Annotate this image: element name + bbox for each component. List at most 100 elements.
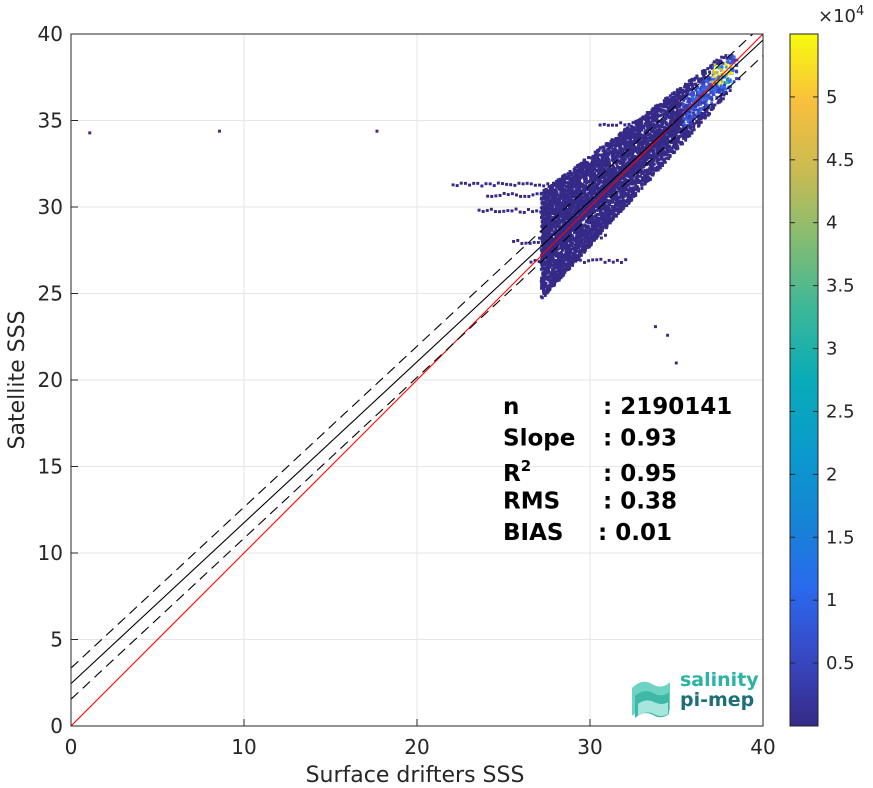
heatmap-cell — [721, 61, 725, 65]
heatmap-cell — [602, 216, 606, 220]
heatmap-cell — [660, 125, 664, 129]
heatmap-cell — [665, 131, 669, 135]
heatmap-cell — [671, 130, 674, 134]
heatmap-cell — [610, 187, 614, 191]
heatmap-cell — [584, 184, 588, 188]
heatmap-cell — [625, 188, 629, 192]
heatmap-cell — [601, 168, 605, 171]
heatmap-cell — [615, 209, 619, 213]
heatmap-cell — [603, 206, 606, 210]
heatmap-cell — [717, 59, 721, 63]
heatmap-cell — [542, 206, 546, 210]
heatmap-cell — [548, 285, 552, 289]
heatmap-cell — [597, 177, 601, 181]
heatmap-cell — [669, 112, 673, 116]
heatmap-cell — [540, 213, 544, 217]
heatmap-cell — [577, 201, 581, 204]
heatmap-cell — [551, 283, 555, 287]
heatmap-cell — [602, 190, 606, 194]
heatmap-cell — [622, 130, 626, 134]
heatmap-cell — [612, 157, 616, 161]
heatmap-cell — [622, 189, 626, 193]
heatmap-cell — [630, 158, 634, 162]
heatmap-cell — [647, 153, 651, 157]
heatmap-cell — [567, 231, 571, 235]
heatmap-cell — [554, 275, 558, 278]
heatmap-cell — [688, 118, 692, 122]
heatmap-cell — [699, 78, 703, 82]
heatmap-cell — [541, 284, 545, 288]
heatmap-cell — [620, 153, 623, 157]
heatmap-cell — [591, 218, 595, 222]
heatmap-cell — [559, 214, 563, 217]
heatmap-cell — [565, 207, 569, 211]
heatmap-cell — [546, 287, 550, 291]
heatmap-cell — [544, 254, 548, 258]
heatmap-cell — [691, 107, 695, 111]
heatmap-cell — [707, 112, 710, 115]
heatmap-cell — [600, 160, 604, 164]
heatmap-cell — [608, 200, 611, 204]
heatmap-cell — [651, 168, 655, 172]
heatmap-cell — [561, 204, 564, 208]
heatmap-cell — [726, 77, 729, 81]
heatmap-cell — [632, 135, 636, 139]
heatmap-cell — [702, 100, 706, 104]
heatmap-cell — [622, 194, 626, 198]
heatmap-cell — [696, 108, 700, 112]
heatmap-cell — [643, 182, 647, 186]
heatmap-cell — [586, 234, 590, 238]
heatmap-cell — [675, 128, 679, 132]
heatmap-cell — [593, 150, 597, 154]
heatmap-cell — [638, 147, 642, 151]
heatmap-cell — [697, 99, 701, 103]
heatmap-cell — [571, 212, 574, 216]
heatmap-cell — [610, 211, 614, 215]
heatmap-cell — [667, 131, 671, 135]
heatmap-cell — [646, 168, 650, 172]
heatmap-cell — [581, 183, 585, 187]
heatmap-cell — [568, 231, 572, 235]
heatmap-cell — [724, 54, 728, 58]
heatmap-cell — [713, 63, 717, 67]
heatmap-cell — [652, 171, 656, 175]
heatmap-cell — [588, 206, 592, 210]
heatmap-cell — [674, 133, 678, 137]
heatmap-cell — [542, 232, 546, 236]
heatmap-cell — [577, 182, 581, 186]
heatmap-cell — [544, 275, 548, 279]
heatmap-cell — [650, 138, 654, 142]
heatmap-cell — [594, 213, 598, 217]
heatmap-cell — [597, 172, 601, 176]
heatmap-cell — [612, 165, 616, 169]
heatmap-cell — [665, 138, 669, 142]
heatmap-cell — [606, 221, 610, 225]
heatmap-cell — [647, 133, 651, 137]
heatmap-cell — [633, 148, 637, 152]
heatmap-cell — [680, 118, 684, 122]
heatmap-cell — [597, 159, 601, 163]
heatmap-cell — [544, 217, 547, 220]
heatmap-cell — [719, 82, 723, 86]
heatmap-cell — [664, 136, 668, 139]
heatmap-cell — [546, 231, 550, 235]
heatmap-cell — [630, 176, 634, 180]
heatmap-cell — [597, 164, 601, 168]
heatmap-cell — [568, 211, 572, 215]
heatmap-cell — [695, 108, 698, 112]
heatmap-cell — [597, 175, 600, 179]
heatmap-cell — [675, 106, 679, 110]
heatmap-cell — [662, 158, 666, 162]
heatmap-cell — [577, 219, 581, 223]
heatmap-cell — [711, 103, 714, 107]
heatmap-cell — [631, 132, 635, 135]
heatmap-cell — [645, 114, 649, 118]
heatmap-cell — [545, 204, 549, 208]
heatmap-cell — [619, 199, 623, 203]
heatmap-cell — [621, 193, 625, 197]
heatmap-cell — [677, 125, 680, 128]
heatmap-cell — [652, 162, 656, 166]
heatmap-cell — [620, 137, 624, 141]
heatmap-cell — [599, 230, 603, 234]
heatmap-cell — [566, 181, 570, 185]
